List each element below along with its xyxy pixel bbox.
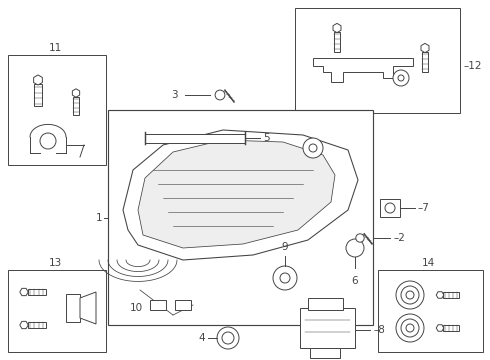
Circle shape [309,144,317,152]
Text: –12: –12 [464,61,483,71]
Bar [422,52,428,72]
Text: 13: 13 [49,258,62,268]
Polygon shape [73,89,80,97]
Bar [150,300,166,310]
Circle shape [346,239,364,257]
Polygon shape [138,140,335,248]
Bar [108,110,373,325]
Polygon shape [123,130,358,260]
Bar [27,289,46,295]
Circle shape [303,138,323,158]
Circle shape [273,266,297,290]
Bar [175,300,191,310]
Circle shape [356,234,364,242]
Bar [145,134,245,143]
Circle shape [401,286,419,304]
Circle shape [217,327,239,349]
Bar [334,32,340,52]
Bar [34,84,42,106]
Bar [380,199,400,217]
Bar [300,308,355,348]
Bar [308,298,343,310]
Circle shape [406,291,414,299]
Polygon shape [80,292,96,324]
Text: 4: 4 [198,333,205,343]
Circle shape [396,281,424,309]
Polygon shape [20,288,28,296]
Bar [27,322,46,328]
Bar [8,270,106,352]
Text: –8: –8 [373,325,385,335]
Polygon shape [313,58,413,82]
Bar [73,96,79,114]
Text: 6: 6 [352,276,358,286]
Circle shape [401,319,419,337]
Text: 14: 14 [422,258,435,268]
Text: 3: 3 [172,90,178,100]
Bar [295,8,460,113]
Circle shape [396,314,424,342]
Circle shape [40,133,56,149]
Polygon shape [34,75,42,85]
Circle shape [393,70,409,86]
Text: 9: 9 [282,242,288,252]
Bar [443,292,459,298]
Circle shape [215,90,225,100]
Text: –2: –2 [393,233,405,243]
Circle shape [222,332,234,344]
Bar [443,325,459,331]
Text: 11: 11 [49,43,62,53]
Text: –7: –7 [418,203,430,213]
Polygon shape [333,23,341,33]
Text: 5: 5 [263,133,270,143]
Polygon shape [436,292,444,298]
Polygon shape [421,44,429,53]
Circle shape [280,273,290,283]
Text: 10: 10 [130,303,143,313]
Bar [8,55,106,165]
Circle shape [398,75,404,81]
Bar [66,294,80,322]
Bar [310,348,340,358]
Polygon shape [20,321,28,329]
Text: 1: 1 [96,212,102,222]
Circle shape [406,324,414,332]
Polygon shape [436,325,444,331]
Bar [378,270,483,352]
Circle shape [385,203,395,213]
